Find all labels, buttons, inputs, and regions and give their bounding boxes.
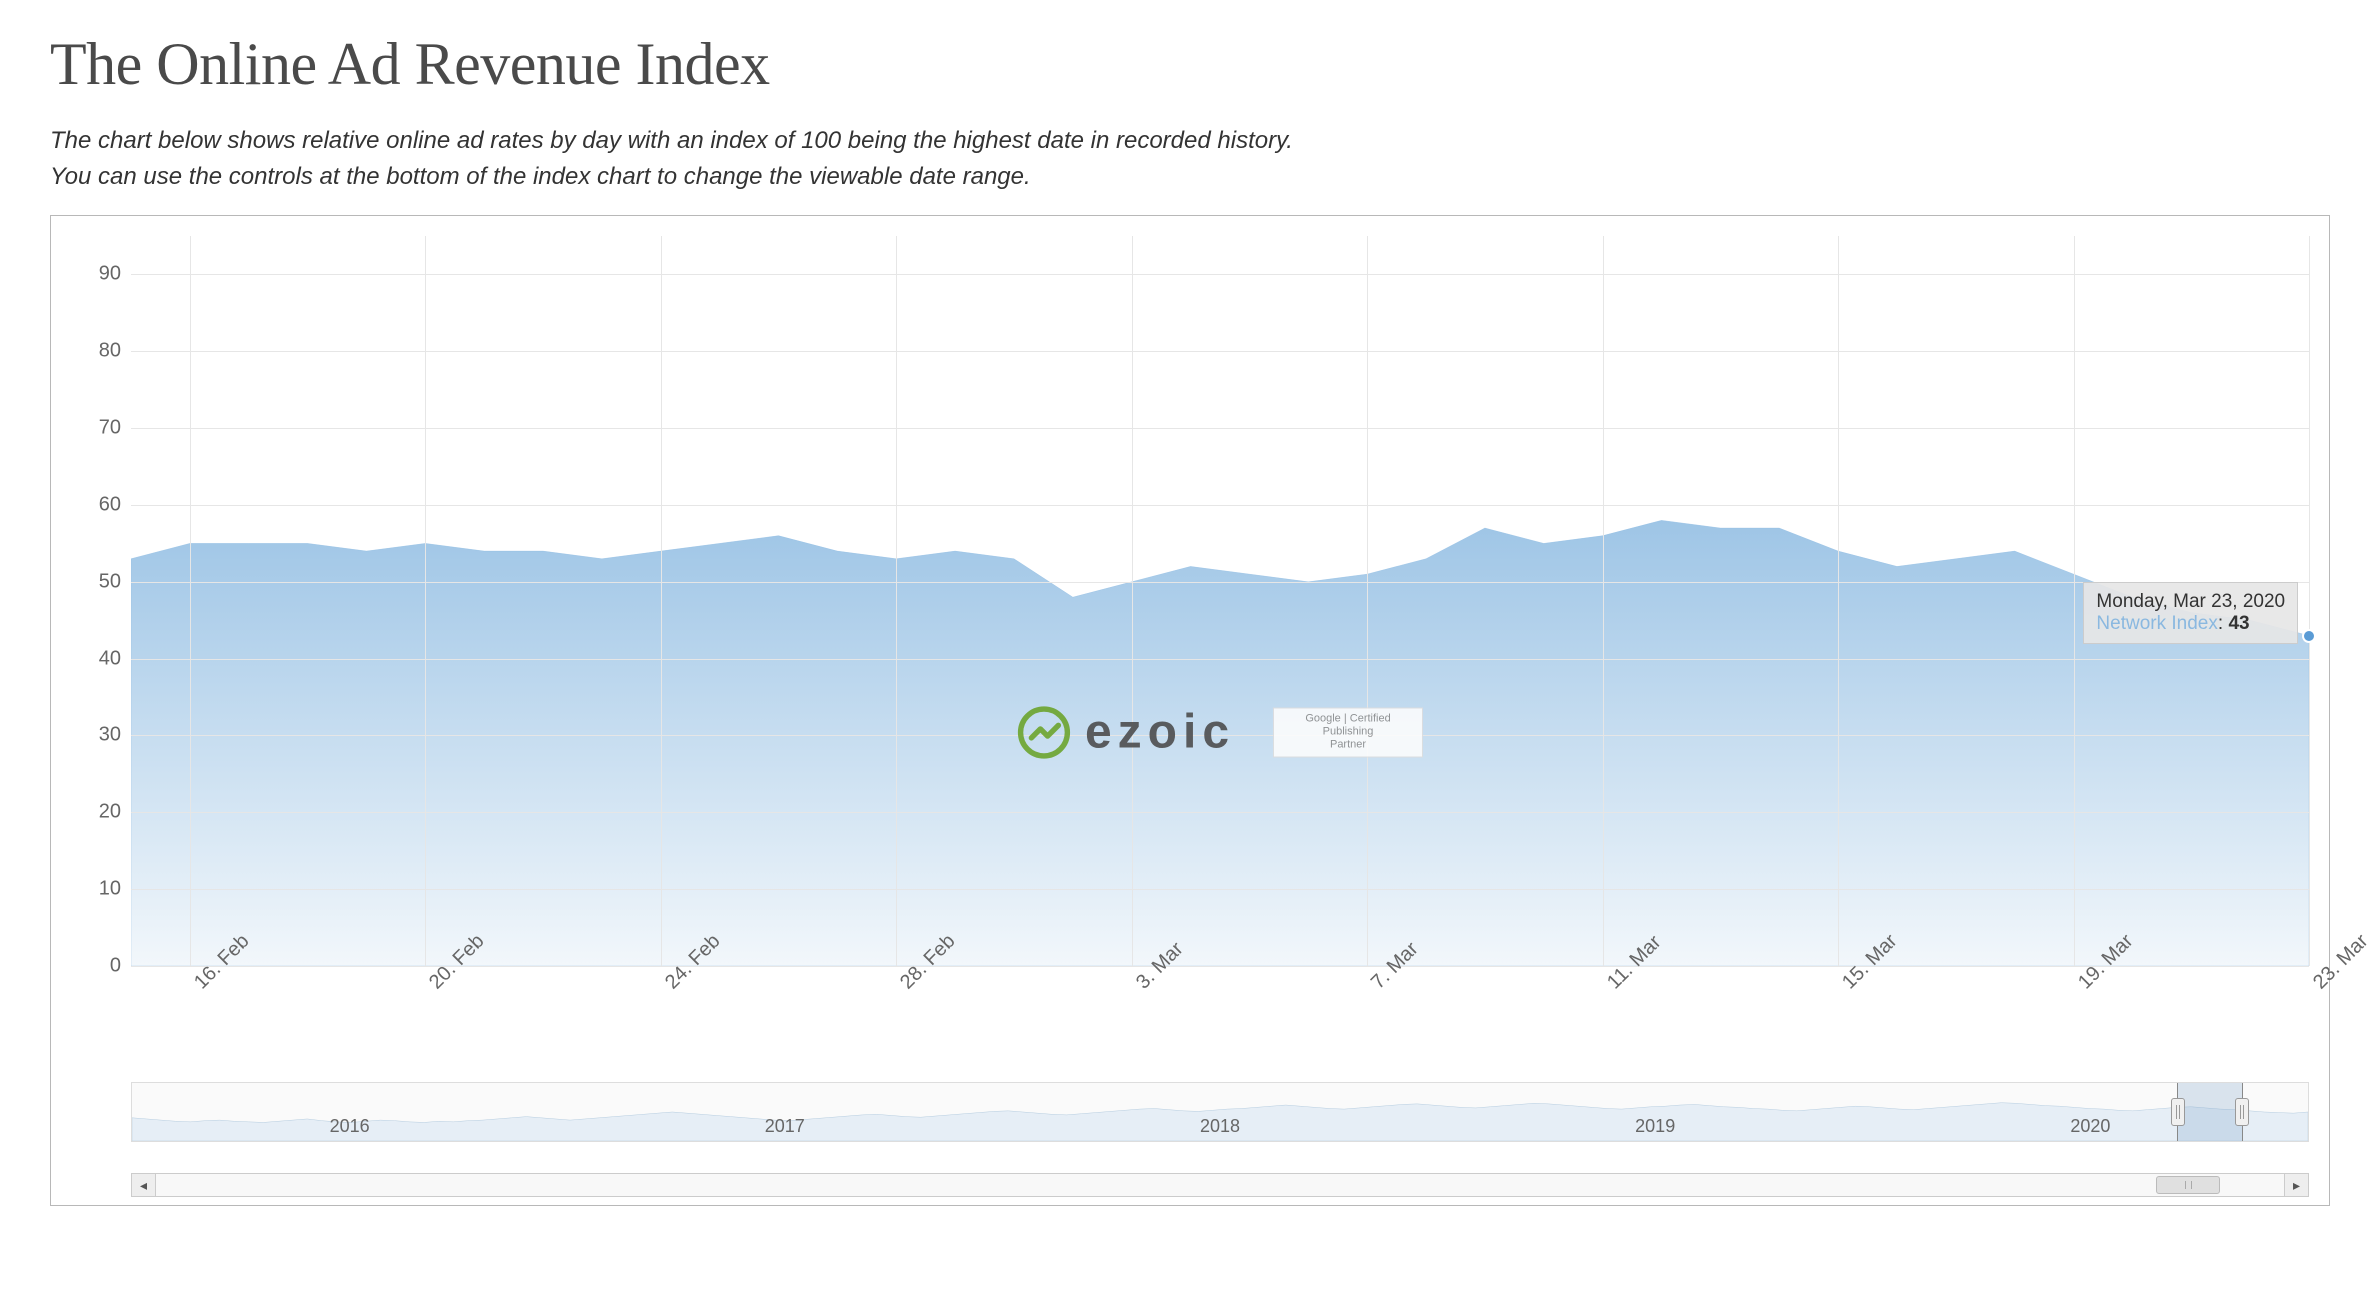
grid-line-horizontal bbox=[131, 582, 2309, 583]
scroll-thumb[interactable] bbox=[2156, 1176, 2220, 1194]
grid-line-vertical bbox=[425, 236, 426, 966]
y-axis-tick-label: 90 bbox=[99, 263, 121, 286]
grid-line-vertical bbox=[2074, 236, 2075, 966]
grid-line-horizontal bbox=[131, 812, 2309, 813]
chart-container: ezoic Google | Certified Publishing Part… bbox=[50, 215, 2330, 1206]
navigator-handle-left[interactable] bbox=[2171, 1098, 2185, 1126]
grid-line-vertical bbox=[2309, 236, 2310, 966]
grid-line-horizontal bbox=[131, 659, 2309, 660]
page-subtitle: The chart below shows relative online ad… bbox=[50, 123, 2330, 195]
watermark: ezoic Google | Certified Publishing Part… bbox=[1017, 705, 1423, 760]
main-chart[interactable]: ezoic Google | Certified Publishing Part… bbox=[51, 216, 2329, 1046]
grid-line-vertical bbox=[661, 236, 662, 966]
chart-tooltip: Monday, Mar 23, 2020 Network Index: 43 bbox=[2083, 582, 2298, 644]
grid-line-vertical bbox=[1838, 236, 1839, 966]
subtitle-line-2: You can use the controls at the bottom o… bbox=[50, 163, 1031, 190]
hover-marker bbox=[2302, 629, 2316, 643]
grid-line-vertical bbox=[1603, 236, 1604, 966]
grid-line-vertical bbox=[1132, 236, 1133, 966]
watermark-brand-text: ezoic bbox=[1085, 705, 1235, 760]
y-axis-tick-label: 80 bbox=[99, 340, 121, 363]
y-axis-tick-label: 20 bbox=[99, 801, 121, 824]
y-axis-tick-label: 10 bbox=[99, 878, 121, 901]
tooltip-date: Monday, Mar 23, 2020 bbox=[2096, 591, 2285, 613]
scroll-right-button[interactable]: ▸ bbox=[2284, 1174, 2308, 1196]
google-partner-badge: Google | Certified Publishing Partner bbox=[1273, 707, 1423, 757]
subtitle-line-1: The chart below shows relative online ad… bbox=[50, 127, 1293, 154]
navigator-selection-window[interactable] bbox=[2177, 1083, 2242, 1141]
tooltip-series-name: Network Index bbox=[2096, 613, 2217, 634]
y-axis-tick-label: 60 bbox=[99, 493, 121, 516]
navigator-plot[interactable]: 2016 2017 2018 2019 2020 bbox=[131, 1082, 2309, 1142]
plot-area[interactable]: ezoic Google | Certified Publishing Part… bbox=[131, 236, 2309, 966]
scroll-track[interactable] bbox=[156, 1174, 2284, 1196]
grid-line-vertical bbox=[1367, 236, 1368, 966]
navigator-handle-right[interactable] bbox=[2235, 1098, 2249, 1126]
grid-line-vertical bbox=[896, 236, 897, 966]
page-title: The Online Ad Revenue Index bbox=[50, 30, 2330, 99]
y-axis-tick-label: 40 bbox=[99, 647, 121, 670]
navigator-year-label: 2017 bbox=[765, 1116, 805, 1137]
range-navigator[interactable]: 2016 2017 2018 2019 2020 bbox=[131, 1082, 2309, 1167]
navigator-year-label: 2020 bbox=[2070, 1116, 2110, 1137]
grid-line-horizontal bbox=[131, 428, 2309, 429]
area-chart-svg bbox=[131, 236, 2309, 966]
navigator-scrollbar[interactable]: ◂ ▸ bbox=[131, 1173, 2309, 1197]
badge-line-2: Publishing bbox=[1323, 726, 1374, 739]
y-axis-tick-label: 50 bbox=[99, 570, 121, 593]
y-axis-tick-label: 0 bbox=[110, 955, 121, 978]
grid-line-vertical bbox=[190, 236, 191, 966]
grid-line-horizontal bbox=[131, 351, 2309, 352]
grid-line-horizontal bbox=[131, 274, 2309, 275]
x-axis-tick-label: 23. Mar bbox=[2309, 930, 2373, 994]
tooltip-value: 43 bbox=[2228, 613, 2249, 634]
badge-line-3: Partner bbox=[1330, 739, 1366, 752]
y-axis-tick-label: 70 bbox=[99, 417, 121, 440]
y-axis-tick-label: 30 bbox=[99, 724, 121, 747]
navigator-year-label: 2016 bbox=[330, 1116, 370, 1137]
grid-line-horizontal bbox=[131, 505, 2309, 506]
navigator-year-label: 2019 bbox=[1635, 1116, 1675, 1137]
scroll-left-button[interactable]: ◂ bbox=[132, 1174, 156, 1196]
grid-line-horizontal bbox=[131, 889, 2309, 890]
badge-line-1: Google | Certified bbox=[1305, 713, 1390, 726]
ezoic-logo-icon bbox=[1017, 705, 1071, 759]
navigator-year-label: 2018 bbox=[1200, 1116, 1240, 1137]
